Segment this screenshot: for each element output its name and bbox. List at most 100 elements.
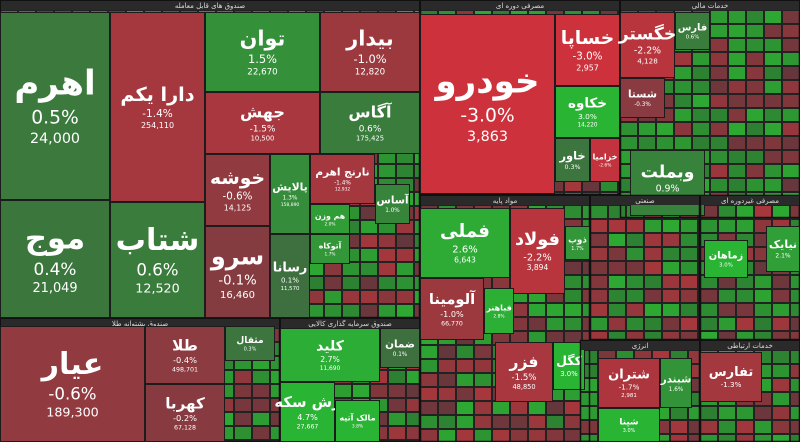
filler-tile bbox=[764, 24, 782, 38]
filler-tile bbox=[736, 289, 754, 303]
stock-tile bbox=[280, 328, 380, 382]
filler-tile bbox=[764, 122, 782, 136]
stock-tile bbox=[598, 358, 660, 408]
filler-tile bbox=[438, 429, 456, 442]
filler-tile bbox=[782, 178, 800, 192]
stock-name: فولاد bbox=[515, 230, 560, 250]
filler-tile bbox=[692, 66, 710, 80]
filler-tile bbox=[492, 415, 510, 429]
filler-tile bbox=[790, 350, 800, 364]
filler-tile bbox=[662, 303, 680, 317]
filler-tile bbox=[474, 387, 492, 401]
stock-change: 0.6% bbox=[686, 35, 700, 41]
filler-tile bbox=[790, 205, 800, 219]
filler-tile bbox=[764, 94, 782, 108]
filler-tile bbox=[564, 401, 582, 415]
filler-tile bbox=[674, 52, 692, 66]
stock-name: ضمان bbox=[385, 338, 415, 350]
filler-tile bbox=[680, 219, 698, 233]
stock-change: 0.4% bbox=[34, 259, 77, 279]
stock-name: آساس bbox=[376, 193, 408, 206]
stock-change: 3.0% bbox=[578, 112, 597, 121]
filler-tile bbox=[546, 401, 564, 415]
filler-tile bbox=[782, 150, 800, 164]
stock-tile bbox=[110, 202, 205, 318]
stock-price: 12,520 bbox=[135, 281, 179, 296]
filler-tile bbox=[590, 205, 608, 219]
filler-tile bbox=[626, 247, 644, 261]
stock-name: جهش bbox=[240, 103, 285, 122]
stock-change: -2.2% bbox=[634, 46, 661, 57]
filler-tile bbox=[746, 150, 764, 164]
filler-tile bbox=[590, 289, 608, 303]
section-title: مواد پایه bbox=[493, 197, 518, 205]
stock-change: 3.0% bbox=[719, 263, 733, 269]
stock-change: 2.0% bbox=[325, 221, 336, 227]
stock-change: 0.1% bbox=[281, 276, 299, 285]
filler-tile bbox=[680, 261, 698, 275]
filler-tile bbox=[626, 233, 644, 247]
section-header bbox=[581, 341, 699, 350]
filler-tile bbox=[370, 384, 388, 398]
filler-tile bbox=[782, 122, 800, 136]
stock-change: -0.6% bbox=[48, 384, 96, 403]
stock-name: توان bbox=[240, 26, 286, 50]
stock-tile bbox=[145, 326, 225, 384]
stock-tile bbox=[704, 240, 748, 278]
filler-tile bbox=[590, 247, 608, 261]
stock-name: زش سکه bbox=[274, 394, 340, 411]
stock-tile bbox=[620, 12, 675, 78]
filler-tile bbox=[474, 373, 492, 387]
filler-tile bbox=[352, 384, 370, 398]
filler-tile bbox=[764, 66, 782, 80]
filler-tile bbox=[564, 289, 582, 303]
filler-tile bbox=[772, 303, 790, 317]
filler-tile bbox=[620, 136, 638, 150]
stock-tile bbox=[555, 86, 620, 138]
stock-price: 158,890 bbox=[281, 202, 300, 208]
filler-tile bbox=[790, 289, 800, 303]
stock-name: شبندر bbox=[660, 373, 691, 385]
filler-tile bbox=[608, 289, 626, 303]
filler-tile bbox=[644, 219, 662, 233]
filler-tile bbox=[420, 429, 438, 442]
stock-change: 0.5% bbox=[31, 108, 78, 129]
filler-tile bbox=[662, 247, 680, 261]
stock-price: 11,570 bbox=[281, 286, 300, 292]
filler-tile bbox=[438, 387, 456, 401]
filler-tile bbox=[710, 24, 728, 38]
filler-tile bbox=[700, 406, 718, 420]
stock-change: 1.3% bbox=[283, 195, 298, 201]
stock-change: 1.7% bbox=[325, 251, 336, 257]
stock-name: کگل bbox=[556, 353, 582, 368]
stock-tile bbox=[280, 382, 335, 442]
filler-tile bbox=[360, 262, 378, 276]
filler-tile bbox=[746, 38, 764, 52]
filler-tile bbox=[590, 317, 608, 331]
filler-tile bbox=[388, 412, 406, 426]
stock-tile bbox=[335, 400, 380, 442]
stock-price: 27,667 bbox=[297, 423, 319, 430]
filler-tile bbox=[782, 94, 800, 108]
filler-tile bbox=[790, 364, 800, 378]
stock-change: 0.3% bbox=[244, 347, 257, 353]
filler-tile bbox=[546, 317, 564, 331]
filler-tile bbox=[564, 303, 582, 317]
filler-tile bbox=[782, 80, 800, 94]
section-title: صنعتی bbox=[635, 197, 654, 205]
stock-tile bbox=[205, 154, 270, 226]
section-header bbox=[621, 1, 799, 10]
filler-tile bbox=[692, 80, 710, 94]
filler-tile bbox=[728, 38, 746, 52]
filler-tile bbox=[396, 290, 414, 304]
filler-tile bbox=[710, 150, 728, 164]
filler-tile bbox=[782, 164, 800, 178]
filler-tile bbox=[420, 359, 438, 373]
filler-tile bbox=[420, 373, 438, 387]
stock-change: 0.3% bbox=[565, 164, 581, 171]
filler-tile bbox=[474, 415, 492, 429]
filler-tile bbox=[252, 398, 270, 412]
filler-tile bbox=[456, 401, 474, 415]
filler-tile bbox=[378, 304, 396, 318]
stock-change: 1.5% bbox=[248, 52, 277, 66]
